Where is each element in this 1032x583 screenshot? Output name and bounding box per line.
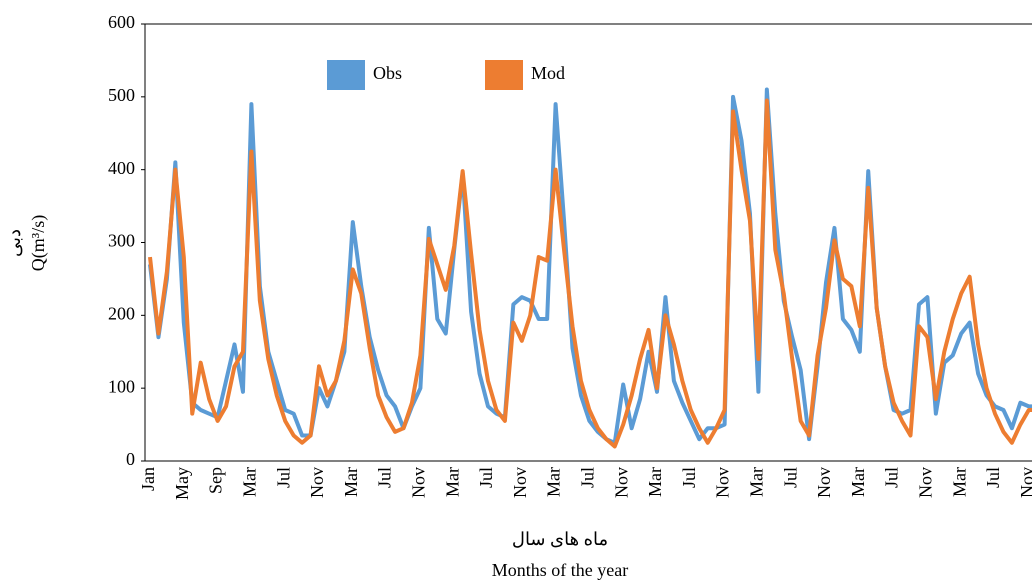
x-tick-label: Mar — [848, 467, 868, 497]
x-tick-label: Mar — [544, 467, 564, 497]
x-tick-label: Nov — [916, 467, 936, 498]
y-tick-label: 0 — [126, 449, 135, 469]
x-tick-label: Nov — [1017, 467, 1032, 498]
y-tick-label: 100 — [108, 376, 135, 396]
data-line — [148, 98, 1032, 449]
x-tick-label: Jul — [983, 467, 1003, 488]
x-tick-label: Mar — [747, 467, 767, 497]
x-tick-label: Jul — [375, 467, 395, 488]
x-tick-label: Jan — [138, 467, 158, 491]
x-tick-label: Jul — [578, 467, 598, 488]
y-tick-label: 300 — [108, 231, 135, 251]
x-tick-label: Mar — [240, 467, 260, 497]
x-tick-label: Nov — [510, 467, 530, 498]
x-tick-label: Jul — [882, 467, 902, 488]
y-label: دبی — [4, 229, 24, 257]
y-tick-label: 600 — [108, 12, 135, 32]
x-tick-label: Jul — [679, 467, 699, 488]
y-tick-label: 200 — [108, 303, 135, 323]
x-tick-label: Nov — [814, 467, 834, 498]
x-tick-label: Nov — [611, 467, 631, 498]
legend-label: Obs — [373, 63, 402, 83]
x-tick-label: May — [172, 467, 192, 500]
x-label: ماه های سال — [512, 529, 608, 549]
x-tick-label: Jul — [273, 467, 293, 488]
legend-label: Mod — [531, 63, 565, 83]
data-line — [148, 87, 1032, 445]
x-label: Months of the year — [492, 560, 628, 580]
x-tick-label: Mar — [442, 467, 462, 497]
x-tick-label: Nov — [409, 467, 429, 498]
x-tick-label: Sep — [206, 467, 226, 494]
y-tick-label: 500 — [108, 85, 135, 105]
x-tick-label: Mar — [645, 467, 665, 497]
legend-swatch — [327, 60, 365, 90]
legend-swatch — [485, 60, 523, 90]
x-tick-label: Mar — [341, 467, 361, 497]
y-tick-label: 400 — [108, 158, 135, 178]
x-tick-label: Nov — [713, 467, 733, 498]
x-tick-label: Mar — [949, 467, 969, 497]
y-label: Q(m³/s) — [28, 215, 49, 271]
x-tick-label: Nov — [307, 467, 327, 498]
x-tick-label: Jul — [780, 467, 800, 488]
x-tick-label: Jul — [476, 467, 496, 488]
